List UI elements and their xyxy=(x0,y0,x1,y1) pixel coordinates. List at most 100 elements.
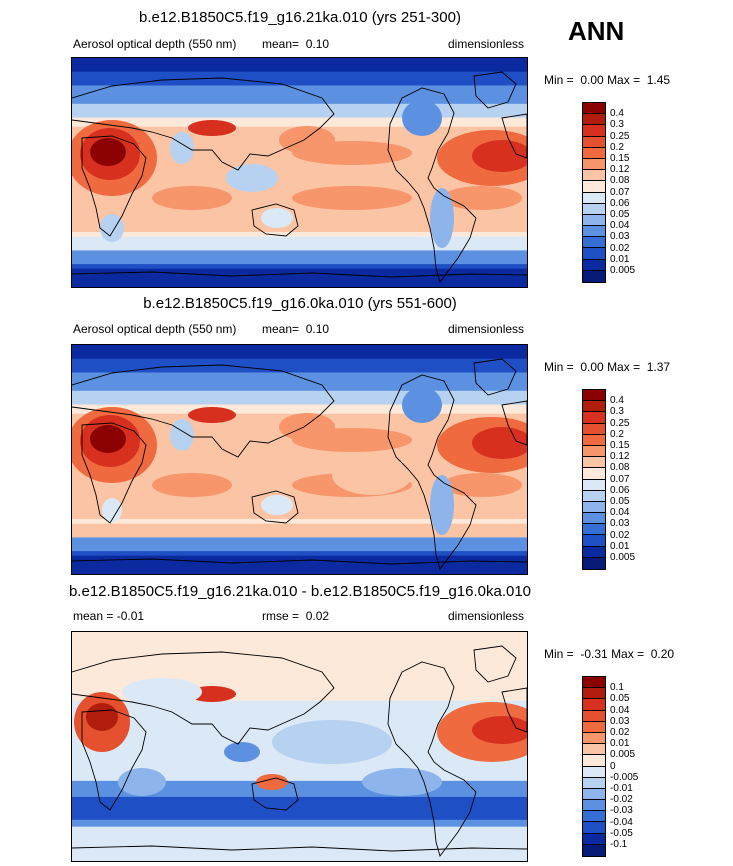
colorbar-tick-label: 0.05 xyxy=(610,496,630,507)
colorbar-tick-label: 0.06 xyxy=(610,484,630,496)
panel3-map xyxy=(71,631,528,862)
colorbar-tick-label: -0.1 xyxy=(610,839,628,850)
colorbar-tick-label: 0.05 xyxy=(610,693,630,705)
panel3-title: b.e12.B1850C5.f19_g16.21ka.010 - b.e12.B… xyxy=(68,583,532,600)
colorbar-swatch xyxy=(583,688,605,700)
colorbar-swatch xyxy=(583,755,605,767)
colorbar-tick-label: 0 xyxy=(610,760,616,772)
colorbar-swatch xyxy=(583,479,605,491)
colorbar-swatch xyxy=(583,513,605,525)
colorbar-tick-label: 0.06 xyxy=(610,197,630,209)
colorbar-tick-label: 0.2 xyxy=(610,428,624,440)
colorbar-tick-label: 0.4 xyxy=(610,108,624,120)
colorbar-tick-label: 0.12 xyxy=(610,451,630,463)
colorbar-swatch xyxy=(583,732,605,745)
colorbar-tick-label: 0.005 xyxy=(610,265,636,276)
colorbar-swatch xyxy=(583,181,605,193)
panel2-mean-value: 0.10 xyxy=(305,322,330,336)
colorbar-swatch xyxy=(583,546,605,558)
colorbar-swatch xyxy=(583,788,605,801)
panel1-colorbar xyxy=(582,102,606,283)
colorbar-tick-label: 0.1 xyxy=(610,682,624,694)
panel3-min-value: -0.31 xyxy=(580,647,608,661)
colorbar-swatch xyxy=(583,125,605,137)
colorbar-tick-label: 0.04 xyxy=(610,704,630,716)
colorbar-tick-label: 0.25 xyxy=(610,130,630,142)
colorbar-swatch xyxy=(583,490,605,502)
colorbar-swatch xyxy=(583,170,605,182)
panel3-colorbar xyxy=(582,676,606,857)
colorbar-swatch xyxy=(583,524,605,536)
panel3-minmax: Min = -0.31 Max = 0.20 xyxy=(544,647,675,661)
panel2-colorbar xyxy=(582,389,606,570)
panel3-units: dimensionless xyxy=(448,609,525,623)
colorbar-tick-label: 0.005 xyxy=(610,552,636,563)
colorbar-swatch xyxy=(583,677,605,689)
colorbar-tick-label: 0.15 xyxy=(610,153,630,164)
panel3-rmse-value: 0.02 xyxy=(305,609,330,623)
panel2-map xyxy=(71,344,528,575)
colorbar-swatch xyxy=(583,844,605,856)
colorbar-swatch xyxy=(583,147,605,159)
colorbar-swatch xyxy=(583,535,605,547)
colorbar-swatch xyxy=(583,390,605,402)
colorbar-tick-label: 0.4 xyxy=(610,395,624,407)
panel2-max-value: 1.37 xyxy=(646,360,671,374)
panel1-minmax: Min = 0.00 Max = 1.45 xyxy=(544,73,671,87)
panel1-units: dimensionless xyxy=(448,37,525,51)
colorbar-tick-label: -0.02 xyxy=(610,794,633,806)
colorbar-swatch xyxy=(583,237,605,249)
colorbar-swatch xyxy=(583,699,605,711)
colorbar-swatch xyxy=(583,259,605,271)
colorbar-swatch xyxy=(583,710,605,722)
panel1-map xyxy=(71,57,528,288)
panel3-rmse-label: rmse = 0.02 xyxy=(262,609,330,623)
colorbar-swatch xyxy=(583,468,605,480)
panel2-title: b.e12.B1850C5.f19_g16.0ka.010 (yrs 551-6… xyxy=(143,295,457,312)
colorbar-tick-label: 0.04 xyxy=(610,220,630,232)
colorbar-tick-label: 0.03 xyxy=(610,715,630,727)
colorbar-swatch xyxy=(583,501,605,514)
panel3-mean-label: mean = -0.01 xyxy=(73,609,145,623)
colorbar-swatch xyxy=(583,766,605,778)
colorbar-tick-label: 0.03 xyxy=(610,518,630,530)
colorbar-swatch xyxy=(583,114,605,126)
colorbar-tick-label: 0.08 xyxy=(610,462,630,474)
colorbar-tick-label: 0.12 xyxy=(610,164,630,176)
colorbar-tick-label: 0.25 xyxy=(610,417,630,429)
colorbar-tick-label: -0.04 xyxy=(610,816,633,828)
panel2-min-value: 0.00 xyxy=(580,360,604,374)
colorbar-tick-label: 0.15 xyxy=(610,440,630,451)
panel1-min-value: 0.00 xyxy=(580,73,604,87)
colorbar-tick-label: 0.3 xyxy=(610,119,624,131)
colorbar-swatch xyxy=(583,822,605,834)
panel2-mean-label: mean= 0.10 xyxy=(262,322,330,336)
colorbar-swatch xyxy=(583,203,605,215)
colorbar-tick-label: -0.05 xyxy=(610,827,633,839)
colorbar-swatch xyxy=(583,721,605,733)
colorbar-tick-label: -0.01 xyxy=(610,783,633,794)
colorbar-swatch xyxy=(583,192,605,204)
colorbar-tick-label: 0.08 xyxy=(610,175,630,187)
colorbar-tick-label: 0.02 xyxy=(610,529,630,541)
colorbar-tick-label: 0.02 xyxy=(610,242,630,254)
colorbar-tick-label: 0.01 xyxy=(610,540,630,552)
colorbar-swatch xyxy=(583,103,605,115)
panel1-title: b.e12.B1850C5.f19_g16.21ka.010 (yrs 251-… xyxy=(139,9,461,26)
colorbar-swatch xyxy=(583,445,605,458)
colorbar-tick-label: 0.3 xyxy=(610,406,624,418)
colorbar-swatch xyxy=(583,248,605,260)
colorbar-tick-label: 0.07 xyxy=(610,473,630,485)
colorbar-swatch xyxy=(583,833,605,845)
panel2-units: dimensionless xyxy=(448,322,525,336)
panel1-mean-label: mean= 0.10 xyxy=(262,37,330,51)
colorbar-tick-label: 0.005 xyxy=(610,749,636,761)
colorbar-swatch xyxy=(583,226,605,238)
colorbar-swatch xyxy=(583,158,605,171)
colorbar-swatch xyxy=(583,136,605,148)
colorbar-swatch xyxy=(583,401,605,413)
panel2-minmax: Min = 0.00 Max = 1.37 xyxy=(544,360,671,374)
panel1-mean-value: 0.10 xyxy=(305,37,330,51)
colorbar-tick-label: 0.04 xyxy=(610,507,630,519)
colorbar-swatch xyxy=(583,423,605,435)
